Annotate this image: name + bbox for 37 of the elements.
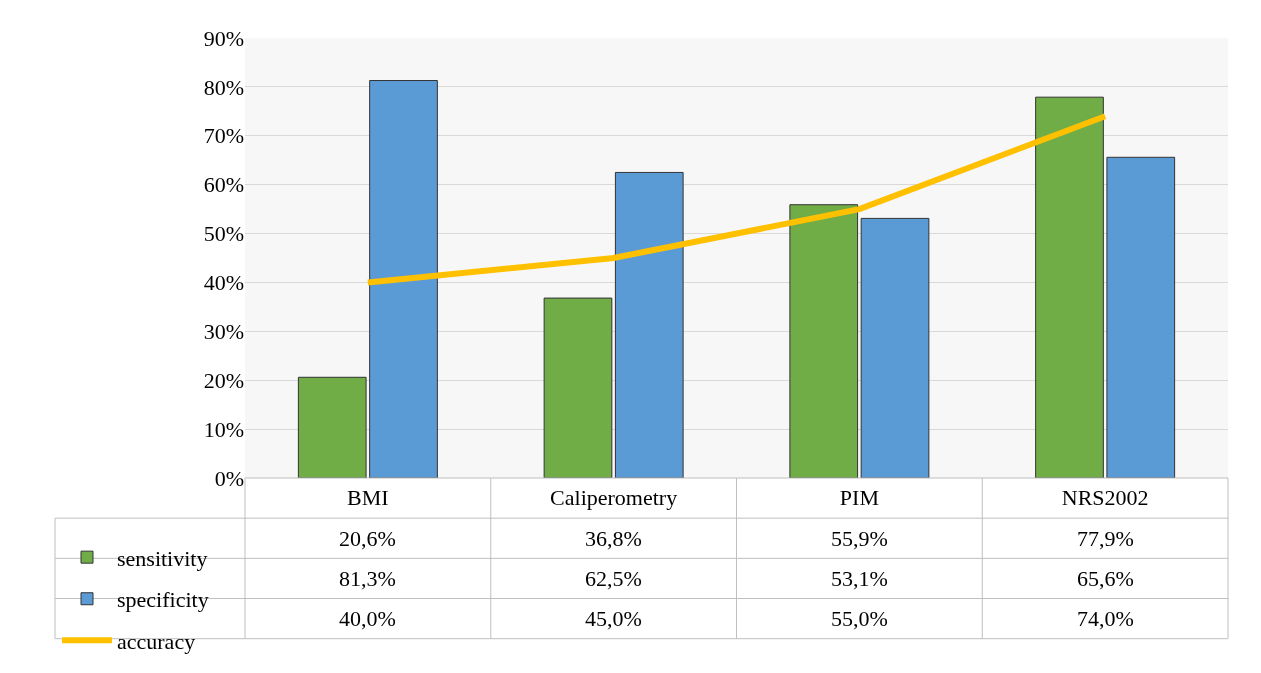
y-tick-label: 30% xyxy=(203,319,244,345)
data-label: 55,9% xyxy=(831,526,888,551)
data-label: 77,9% xyxy=(1077,526,1134,551)
bar xyxy=(1106,156,1176,478)
y-tick-label: 10% xyxy=(203,416,244,442)
x-tick-label: NRS2002 xyxy=(1061,485,1149,510)
y-tick-label: 0% xyxy=(214,465,244,491)
y-tick-label: 20% xyxy=(203,367,244,393)
data-label: 36,8% xyxy=(585,526,642,551)
y-tick-label: 50% xyxy=(203,221,244,247)
data-label: 40,0% xyxy=(339,606,396,631)
y-tick-label: 40% xyxy=(203,270,244,296)
y-tick-label: 90% xyxy=(203,25,244,51)
y-tick-label: 80% xyxy=(203,74,244,100)
bar xyxy=(614,171,684,478)
legend-label: specificity xyxy=(117,587,209,613)
data-label: 81,3% xyxy=(339,566,396,591)
y-tick-label: 70% xyxy=(203,123,244,149)
x-tick-label: Caliperometry xyxy=(550,485,678,510)
data-label: 45,0% xyxy=(585,606,642,631)
data-label: 65,6% xyxy=(1077,566,1134,591)
legend-label: sensitivity xyxy=(117,545,208,571)
data-label: 53,1% xyxy=(831,566,888,591)
bar xyxy=(543,297,613,478)
bar xyxy=(1035,96,1104,478)
bar xyxy=(789,204,859,478)
bar xyxy=(297,376,367,478)
bar xyxy=(860,217,930,478)
data-label: 55,0% xyxy=(831,606,888,631)
y-tick-label: 60% xyxy=(203,172,244,198)
data-label: 62,5% xyxy=(585,566,642,591)
x-tick-label: BMI xyxy=(347,485,389,510)
data-label: 20,6% xyxy=(339,526,396,551)
data-label: 74,0% xyxy=(1077,606,1134,631)
x-tick-label: PIM xyxy=(839,485,879,510)
legend-label: accuracy xyxy=(117,628,196,654)
bar xyxy=(369,80,438,478)
